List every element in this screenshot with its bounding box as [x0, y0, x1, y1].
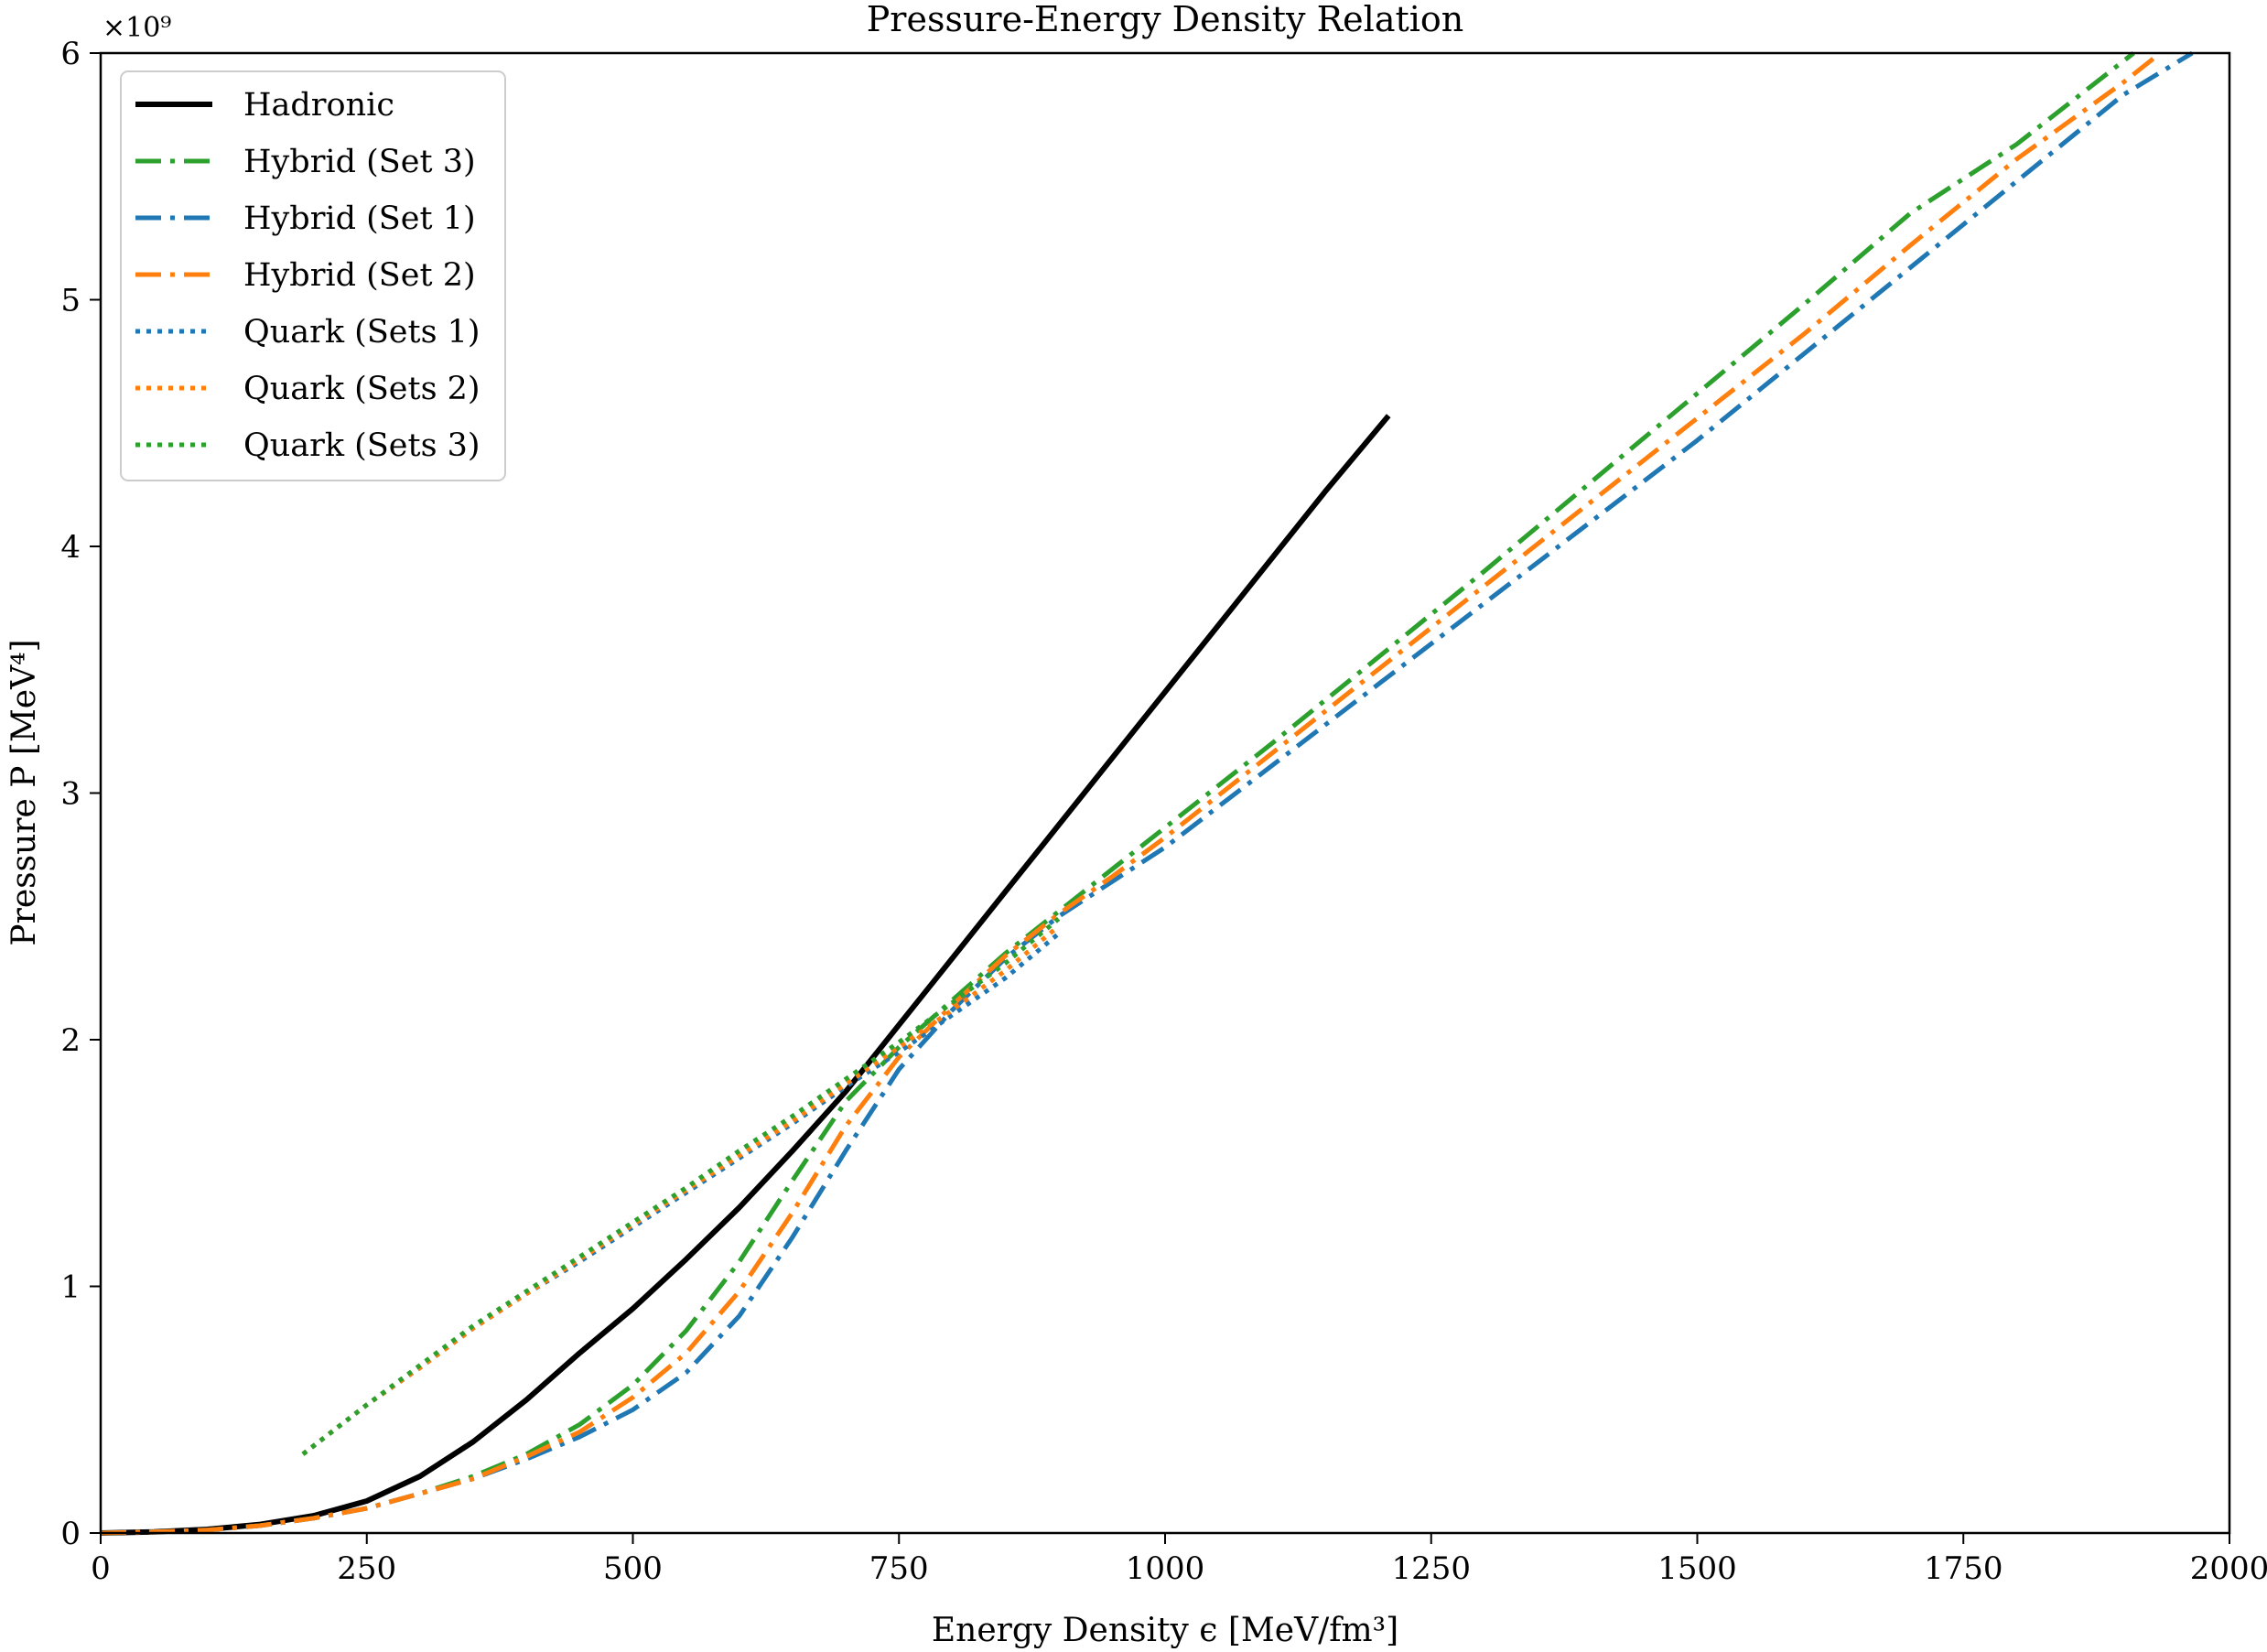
- series-line-0: [100, 414, 1391, 1536]
- y-tick-label-1: 1: [60, 1269, 81, 1306]
- x-tick-label-2: 500: [603, 1550, 663, 1587]
- x-tick-label-4: 1000: [1126, 1550, 1205, 1587]
- legend: Hadronic Hybrid (Set 3) Hybrid (Set 1) Hybr…: [120, 70, 506, 481]
- legend-label-3: Hybrid (Set 2): [243, 257, 476, 294]
- x-tick-label-5: 1250: [1391, 1550, 1471, 1587]
- x-tick-label-0: 0: [91, 1550, 111, 1587]
- legend-label-1: Hybrid (Set 3): [243, 144, 476, 180]
- x-tick-label-8: 2000: [2190, 1550, 2267, 1587]
- x-tick-label-6: 1500: [1657, 1550, 1737, 1587]
- legend-label-5: Quark (Sets 2): [243, 371, 480, 407]
- legend-label-6: Quark (Sets 3): [243, 427, 480, 464]
- series-line-3: [100, 51, 2162, 1536]
- series-line-6: [301, 916, 1061, 1456]
- legend-label-4: Quark (Sets 1): [243, 314, 480, 351]
- x-axis: 0 250 500 750 1000 1250 1500 1750 2000: [91, 1533, 2267, 1587]
- y-axis: 0 1 2 3 4 5 6: [60, 36, 101, 1552]
- y-tick-label-5: 5: [60, 283, 81, 319]
- legend-box: [120, 70, 506, 481]
- x-axis-label: Energy Density ϵ [MeV/fm³]: [932, 1612, 1398, 1649]
- y-axis-scale-label: ×10⁹: [103, 12, 171, 44]
- legend-label-2: Hybrid (Set 1): [243, 200, 476, 237]
- x-tick-label-3: 750: [869, 1550, 929, 1587]
- y-axis-label: Pressure P [MeV⁴]: [5, 639, 43, 945]
- y-tick-label-4: 4: [60, 529, 81, 566]
- x-tick-label-7: 1750: [1924, 1550, 2003, 1587]
- legend-label-0: Hadronic: [243, 87, 394, 124]
- y-tick-label-3: 3: [60, 776, 81, 813]
- y-tick-label-0: 0: [60, 1516, 81, 1552]
- plot-series: [100, 50, 2194, 1536]
- y-tick-label-2: 2: [60, 1022, 81, 1059]
- chart-title: Pressure-Energy Density Relation: [867, 0, 1464, 39]
- x-tick-label-1: 250: [337, 1550, 396, 1587]
- y-tick-label-6: 6: [60, 36, 81, 72]
